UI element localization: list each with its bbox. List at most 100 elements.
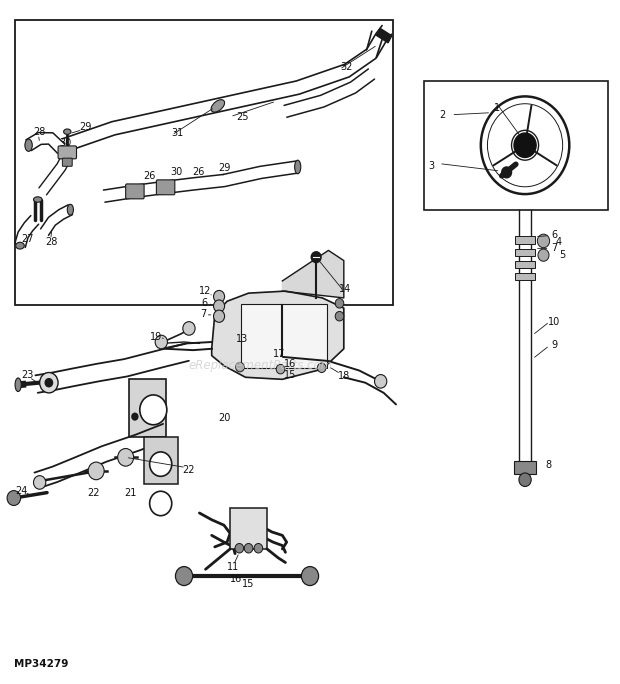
Bar	[230, 508, 267, 549]
Circle shape	[244, 544, 253, 553]
Text: 12: 12	[200, 286, 212, 296]
Text: 11: 11	[227, 562, 239, 573]
Circle shape	[7, 490, 20, 505]
Text: 22: 22	[182, 464, 195, 475]
Text: 30: 30	[170, 168, 183, 177]
Text: 27: 27	[21, 234, 33, 244]
Circle shape	[213, 291, 224, 302]
Text: 22: 22	[87, 488, 100, 498]
Circle shape	[131, 412, 138, 421]
Circle shape	[45, 379, 53, 386]
Circle shape	[538, 249, 549, 261]
Bar	[241, 304, 327, 368]
Text: 6: 6	[202, 298, 207, 308]
Text: 29: 29	[79, 122, 92, 132]
Ellipse shape	[64, 129, 71, 134]
FancyBboxPatch shape	[126, 184, 144, 199]
Text: 5: 5	[559, 250, 565, 260]
Text: 30: 30	[60, 137, 71, 148]
Ellipse shape	[25, 139, 32, 151]
Circle shape	[118, 449, 134, 466]
Circle shape	[149, 452, 172, 476]
Text: 4: 4	[556, 237, 562, 247]
Text: eReplacementParts.com: eReplacementParts.com	[188, 359, 333, 372]
Ellipse shape	[33, 197, 42, 202]
Circle shape	[276, 365, 285, 374]
Circle shape	[213, 310, 224, 322]
Text: 20: 20	[218, 413, 230, 423]
Circle shape	[538, 234, 550, 248]
Text: 25: 25	[236, 111, 249, 122]
Circle shape	[514, 133, 536, 157]
Text: 16: 16	[230, 575, 242, 584]
Bar	[423, 81, 608, 210]
Circle shape	[301, 566, 319, 586]
Circle shape	[155, 335, 167, 349]
Text: 15: 15	[284, 369, 296, 380]
Circle shape	[33, 475, 46, 489]
Circle shape	[502, 167, 512, 178]
Text: 28: 28	[46, 237, 58, 247]
Ellipse shape	[211, 100, 224, 112]
FancyBboxPatch shape	[156, 180, 175, 195]
Text: 9: 9	[551, 341, 557, 350]
Text: 32: 32	[340, 62, 353, 73]
Circle shape	[335, 311, 344, 321]
Text: 3: 3	[428, 161, 434, 170]
Ellipse shape	[294, 160, 301, 174]
Text: 29: 29	[218, 163, 230, 172]
Bar	[515, 274, 535, 280]
Text: 15: 15	[242, 579, 255, 589]
Circle shape	[149, 491, 172, 516]
FancyBboxPatch shape	[58, 146, 76, 159]
Circle shape	[140, 395, 167, 425]
Bar	[515, 236, 535, 244]
Ellipse shape	[68, 205, 73, 215]
Text: 7: 7	[200, 308, 206, 319]
Polygon shape	[282, 250, 344, 298]
Bar	[515, 249, 535, 256]
FancyBboxPatch shape	[63, 158, 72, 166]
Text: 23: 23	[21, 369, 33, 380]
Text: 21: 21	[125, 488, 137, 498]
Circle shape	[175, 566, 193, 586]
Circle shape	[88, 462, 104, 479]
Text: 28: 28	[33, 127, 45, 137]
Bar	[129, 380, 166, 437]
Text: MP34279: MP34279	[14, 659, 68, 669]
Circle shape	[236, 363, 244, 372]
Text: 7: 7	[551, 244, 557, 253]
Text: 24: 24	[15, 486, 27, 497]
Circle shape	[254, 544, 263, 553]
Circle shape	[311, 252, 321, 263]
Bar	[144, 437, 178, 484]
Bar	[376, 28, 392, 43]
Text: 13: 13	[236, 334, 249, 344]
Text: 18: 18	[338, 371, 350, 381]
Circle shape	[183, 321, 195, 335]
Ellipse shape	[15, 378, 21, 391]
Circle shape	[235, 544, 244, 553]
Text: 1: 1	[494, 103, 500, 113]
Text: 26: 26	[192, 167, 205, 176]
Text: 6: 6	[551, 231, 557, 241]
Text: 8: 8	[546, 460, 551, 471]
Circle shape	[374, 375, 387, 388]
Bar	[515, 261, 535, 268]
Bar	[15, 20, 393, 304]
Circle shape	[40, 373, 58, 393]
Circle shape	[317, 363, 326, 373]
Circle shape	[519, 473, 531, 486]
Text: 10: 10	[549, 317, 560, 327]
Circle shape	[213, 300, 224, 312]
Text: 2: 2	[439, 109, 445, 120]
Ellipse shape	[16, 242, 24, 249]
Text: 17: 17	[273, 350, 285, 359]
Text: 31: 31	[172, 128, 184, 138]
Bar	[514, 461, 536, 474]
Text: 14: 14	[339, 284, 351, 294]
Text: 26: 26	[143, 172, 155, 181]
Polygon shape	[211, 291, 344, 380]
Circle shape	[335, 299, 344, 308]
Text: 19: 19	[150, 332, 162, 341]
